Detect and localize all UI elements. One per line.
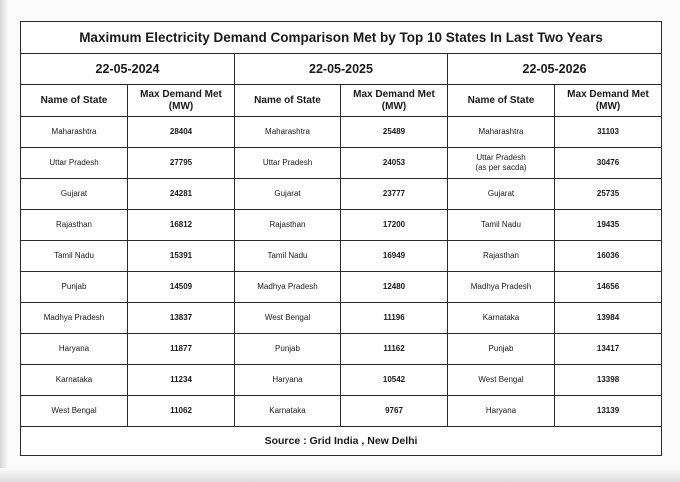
demand-cell: 28404 [127,116,235,148]
state-cell: Haryana [234,364,341,396]
demand-cell: 15391 [127,240,235,272]
demand-cell: 13398 [553,364,663,396]
source-note: Source : Grid India , New Delhi [19,426,663,456]
state-cell: Madhya Pradesh [20,302,128,334]
column-header-demand: Max Demand Met (MW) [340,84,448,117]
state-cell: Gujarat [20,178,128,210]
demand-cell: 11162 [340,333,448,365]
demand-cell: 25735 [553,178,663,210]
state-cell: Maharashtra [234,116,341,148]
state-cell: Maharashtra [20,116,128,148]
table-title: Maximum Electricity Demand Comparison Me… [19,21,663,54]
demand-cell: 24053 [340,147,448,179]
demand-cell: 16812 [127,209,235,241]
demand-cell: 14656 [553,271,663,303]
column-header-state: Name of State [447,84,555,117]
date-header-2024: 22-05-2024 [20,53,235,85]
demand-comparison-table: Maximum Electricity Demand Comparison Me… [19,21,663,456]
table-row: West Bengal 11062 Karnataka 9767 Haryana… [20,395,663,427]
state-cell: Punjab [20,271,128,303]
demand-cell: 27795 [127,147,235,179]
column-header-row: Name of State Max Demand Met (MW) Name of… [20,84,663,117]
demand-cell: 11062 [127,395,235,427]
column-header-demand: Max Demand Met (MW) [127,84,235,117]
table-row: Haryana 11877 Punjab 11162 Punjab 13417 [20,333,663,365]
demand-cell: 16036 [553,240,663,272]
state-cell: Punjab [234,333,341,365]
page-edge-shadow [0,0,8,482]
demand-cell: 16949 [340,240,448,272]
demand-cell: 14509 [127,271,235,303]
table-row: Tamil Nadu 15391 Tamil Nadu 16949 Rajast… [20,240,663,272]
sacda-note: (as per sacda) [475,163,527,172]
state-cell: Tamil Nadu [234,240,341,272]
demand-cell: 25489 [340,116,448,148]
demand-cell: 13837 [127,302,235,334]
state-cell: Punjab [447,333,555,365]
state-cell: Haryana [20,333,128,365]
demand-cell: 30476 [553,147,663,179]
state-cell: Madhya Pradesh [447,271,555,303]
table-row: Punjab 14509 Madhya Pradesh 12480 Madhya… [20,271,663,303]
table-row: Maharashtra 28404 Maharashtra 25489 Maha… [20,116,663,148]
column-header-demand: Max Demand Met (MW) [553,84,663,117]
state-cell: West Bengal [20,395,128,427]
table-row: Rajasthan 16812 Rajasthan 17200 Tamil Na… [20,209,663,241]
state-cell: Maharashtra [447,116,555,148]
table-row: Uttar Pradesh 27795 Uttar Pradesh 24053 … [20,147,663,179]
date-header-2025: 22-05-2025 [234,53,448,85]
demand-cell: 10542 [340,364,448,396]
column-header-state: Name of State [20,84,128,117]
demand-cell: 11234 [127,364,235,396]
state-cell: Karnataka [20,364,128,396]
state-cell-with-note: Uttar Pradesh (as per sacda) [447,147,555,179]
state-cell: Tamil Nadu [447,209,555,241]
date-header-2026: 22-05-2026 [446,53,663,85]
state-cell: Rajasthan [234,209,341,241]
table-row: Karnataka 11234 Haryana 10542 West Benga… [20,364,663,396]
demand-cell: 31103 [553,116,663,148]
table-row: Gujarat 24281 Gujarat 23777 Gujarat 2573… [20,178,663,210]
demand-cell: 13139 [553,395,663,427]
state-cell: Gujarat [234,178,341,210]
state-cell: Tamil Nadu [20,240,128,272]
state-cell: Haryana [447,395,555,427]
state-cell: Gujarat [447,178,555,210]
state-cell: West Bengal [447,364,555,396]
demand-cell: 13984 [553,302,663,334]
state-cell: Madhya Pradesh [234,271,341,303]
state-cell: Karnataka [234,395,341,427]
demand-cell: 11877 [127,333,235,365]
demand-cell: 13417 [553,333,663,365]
demand-cell: 9767 [340,395,448,427]
table-row: Madhya Pradesh 13837 West Bengal 11196 K… [20,302,663,334]
state-cell: Karnataka [447,302,555,334]
demand-cell: 17200 [340,209,448,241]
state-cell: Rajasthan [20,209,128,241]
state-cell: West Bengal [234,302,341,334]
demand-cell: 24281 [127,178,235,210]
demand-cell: 23777 [340,178,448,210]
demand-cell: 19435 [553,209,663,241]
state-cell: Uttar Pradesh [20,147,128,179]
state-cell: Rajasthan [447,240,555,272]
demand-cell: 12480 [340,271,448,303]
state-cell: Uttar Pradesh [234,147,341,179]
column-header-state: Name of State [234,84,341,117]
demand-cell: 11196 [340,302,448,334]
page-bottom-shadow [0,468,680,482]
